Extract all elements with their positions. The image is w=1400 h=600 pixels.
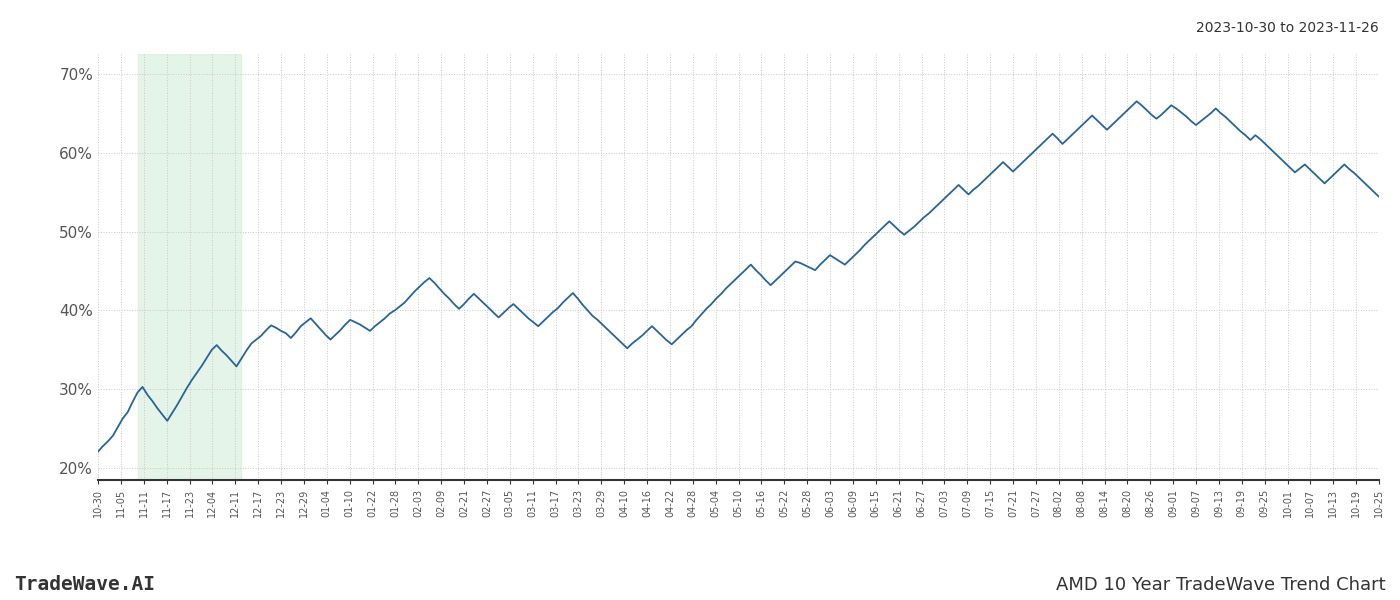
Bar — [137, 54, 241, 480]
Text: AMD 10 Year TradeWave Trend Chart: AMD 10 Year TradeWave Trend Chart — [1057, 576, 1386, 594]
Text: 2023-10-30 to 2023-11-26: 2023-10-30 to 2023-11-26 — [1196, 21, 1379, 35]
Text: TradeWave.AI: TradeWave.AI — [14, 575, 155, 594]
